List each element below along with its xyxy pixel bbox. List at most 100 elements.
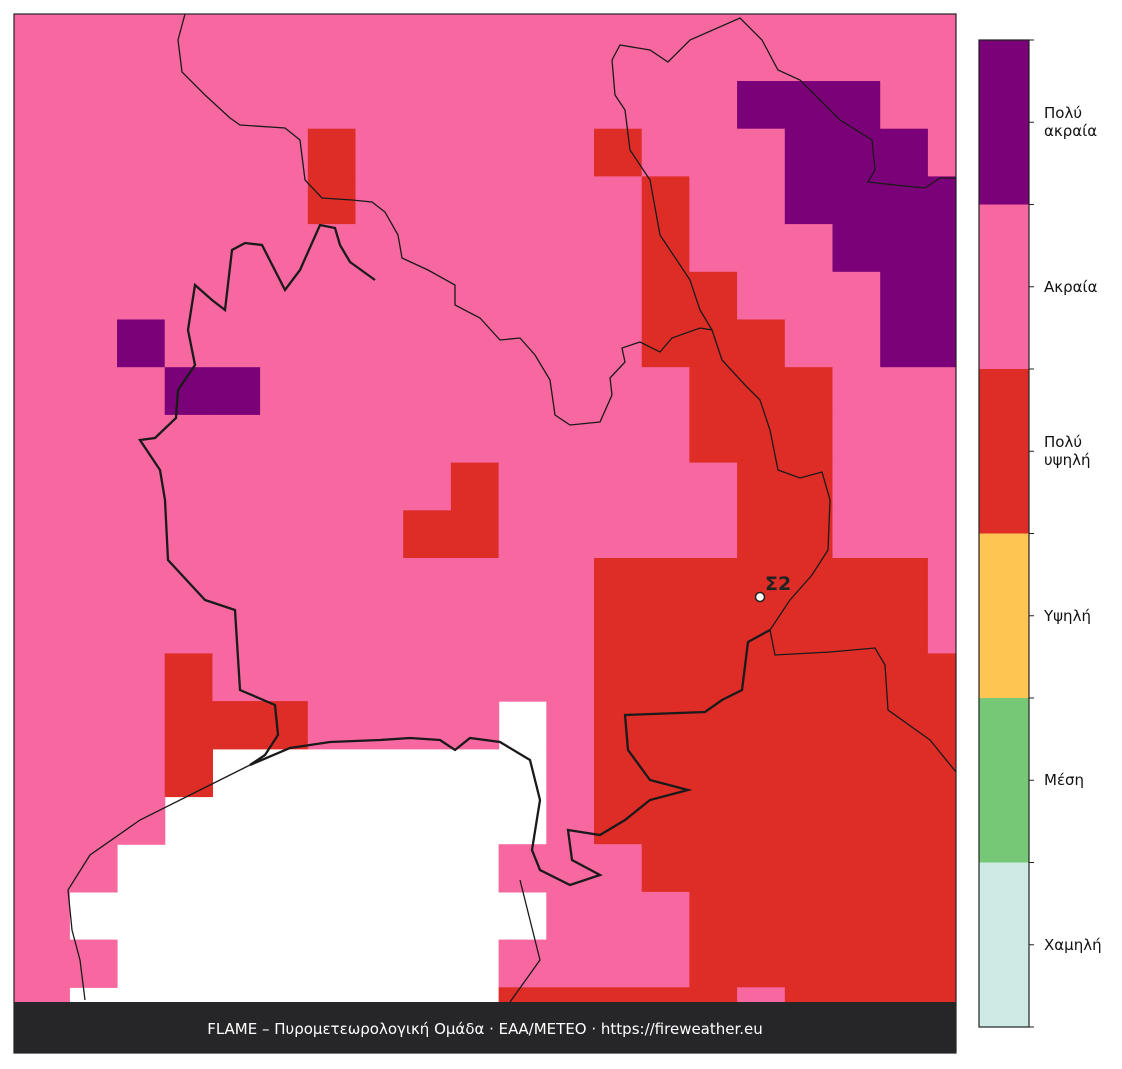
grid-cell: [641, 510, 690, 559]
grid-cell: [260, 33, 309, 82]
grid-cell: [927, 748, 956, 798]
grid-cell: [641, 653, 690, 702]
grid-cell: [355, 33, 404, 82]
grid-cell: [832, 319, 881, 368]
grid-cell: [21, 224, 70, 273]
grid-cell: [355, 367, 404, 416]
grid-cell: [14, 748, 23, 798]
grid-cell: [880, 653, 929, 702]
grid-cell: [737, 271, 786, 321]
grid-cell: [498, 987, 547, 1002]
grid-cell: [641, 128, 690, 177]
grid-cell: [880, 748, 929, 798]
grid-cell: [355, 271, 404, 321]
grid-cell: [546, 891, 595, 941]
grid-cell: [403, 558, 452, 607]
grid-cell: [594, 558, 643, 607]
grid-cell: [594, 748, 643, 798]
grid-cell: [14, 462, 23, 511]
grid-cell: [784, 558, 834, 607]
grid-cell: [927, 319, 956, 368]
grid-cell: [14, 510, 23, 559]
grid-cell: [212, 128, 261, 177]
grid-cell: [689, 176, 738, 225]
grid-cell: [21, 796, 70, 845]
grid-cell: [880, 33, 929, 82]
grid-cell: [14, 653, 23, 702]
grid-cell: [14, 81, 23, 130]
grid-cell: [880, 81, 929, 130]
grid-cell: [641, 81, 690, 130]
grid-cell: [498, 653, 547, 702]
grid-cell: [164, 510, 213, 559]
grid-cell: [260, 176, 309, 225]
grid-cell: [784, 939, 834, 988]
grid-cell: [403, 224, 452, 273]
colorbar-label: Ακραία: [1044, 277, 1098, 296]
grid-cell: [21, 33, 70, 82]
grid-cell: [69, 271, 118, 321]
grid-cell: [546, 33, 595, 82]
colorbar: [978, 39, 1034, 1028]
grid-cell: [546, 939, 595, 988]
grid-cell: [498, 510, 547, 559]
grid-cell: [832, 33, 881, 82]
grid-cell: [69, 176, 118, 225]
grid-cell: [498, 414, 547, 464]
grid-cell: [117, 796, 166, 845]
grid-cell: [403, 128, 452, 177]
grid-cell: [737, 81, 786, 130]
grid-cell: [880, 319, 929, 368]
grid-cell: [498, 367, 547, 416]
grid-cell: [69, 510, 118, 559]
grid-cell: [260, 653, 309, 702]
grid-cell: [14, 128, 23, 177]
grid-cell: [307, 128, 357, 177]
grid-cell: [403, 605, 452, 654]
grid-cell: [594, 367, 643, 416]
grid-cell: [307, 510, 357, 559]
grid-cell: [594, 33, 643, 82]
grid-cell: [880, 891, 929, 941]
grid-cell: [14, 891, 23, 941]
grid-cell: [355, 81, 404, 130]
grid-cell: [260, 128, 309, 177]
grid-cell: [69, 128, 118, 177]
grid-cell: [450, 653, 500, 702]
grid-cell: [260, 701, 309, 750]
grid-cell: [498, 558, 547, 607]
grid-cell: [594, 701, 643, 750]
grid-cell: [69, 367, 118, 416]
grid-cell: [403, 319, 452, 368]
grid-cell: [117, 33, 166, 82]
grid-cell: [546, 701, 595, 750]
grid-cell: [927, 510, 956, 559]
grid-cell: [164, 271, 213, 321]
grid-cell: [832, 987, 881, 1002]
grid-cell: [260, 367, 309, 416]
grid-cell: [927, 367, 956, 416]
grid-cell: [737, 605, 786, 654]
grid-cell: [689, 367, 738, 416]
grid-cell: [832, 462, 881, 511]
grid-cell: [450, 128, 500, 177]
grid-cell: [927, 33, 956, 82]
grid-cell: [689, 558, 738, 607]
grid-cell: [784, 796, 834, 845]
grid-cell: [403, 176, 452, 225]
grid-cell: [641, 891, 690, 941]
colorbar-segment: [979, 204, 1029, 369]
grid-cell: [737, 939, 786, 988]
grid-cell: [832, 510, 881, 559]
grid-cell: [117, 510, 166, 559]
grid-cell: [927, 891, 956, 941]
grid-cell: [69, 653, 118, 702]
grid-cell: [689, 748, 738, 798]
grid-cell: [832, 796, 881, 845]
grid-cell: [14, 33, 23, 82]
grid-cell: [355, 414, 404, 464]
grid-cell: [14, 701, 23, 750]
grid-cell: [784, 701, 834, 750]
